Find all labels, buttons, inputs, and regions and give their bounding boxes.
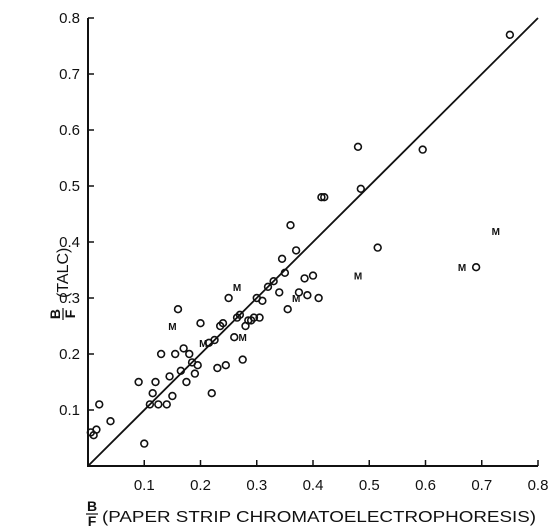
x-tick-label: 0.1	[134, 477, 155, 494]
data-point-circle	[134, 377, 143, 387]
data-point-circle	[162, 400, 171, 409]
x-tick-label: 0.2	[190, 477, 211, 494]
data-point-circle	[356, 184, 366, 194]
data-point-circle	[263, 282, 273, 291]
data-point-circle	[173, 305, 183, 314]
data-point-circle	[168, 391, 177, 401]
data-point-circle	[140, 439, 149, 448]
x-tick-label: 0.3	[246, 477, 267, 494]
y-tick-label: 0.3	[59, 290, 80, 307]
x-label-ratio-bottom: F	[88, 513, 97, 529]
data-point-circle	[353, 142, 363, 152]
data-point-m: M	[492, 227, 500, 238]
data-point-circle	[207, 389, 216, 398]
y-label-ratio-top: B	[47, 309, 63, 319]
data-point-m: M	[168, 322, 176, 333]
data-point-circle	[210, 335, 219, 345]
ticks	[88, 17, 539, 466]
data-point-circle	[317, 193, 326, 202]
data-point-circle	[170, 349, 180, 359]
data-point-circle	[238, 355, 247, 364]
data-point-circle	[283, 305, 292, 314]
data-point-circle	[505, 30, 515, 39]
x-tick-label: 0.7	[471, 477, 492, 494]
data-point-circle	[193, 361, 202, 370]
data-point-circle	[471, 263, 481, 272]
data-point-m: M	[199, 339, 207, 350]
data-point-circle	[92, 425, 101, 434]
data-point-circle	[179, 344, 188, 353]
y-tick-label: 0.2	[59, 346, 80, 363]
data-point-circle	[255, 313, 264, 322]
data-point-circle	[165, 372, 174, 381]
data-point-circle	[213, 363, 222, 373]
data-point-m: M	[458, 263, 466, 274]
data-point-circle	[418, 145, 427, 154]
y-label-text: (TALC)	[55, 248, 72, 298]
x-tick-label: 0.6	[415, 477, 436, 494]
data-point-circle	[230, 333, 239, 342]
data-point-circle	[182, 377, 191, 387]
data-point-circle	[151, 377, 160, 387]
data-point-circle	[286, 221, 295, 230]
data-points: M M M M M M M M	[86, 30, 515, 448]
y-tick-label: 0.1	[59, 402, 80, 419]
data-point-circle	[280, 268, 290, 277]
data-point-circle	[190, 369, 200, 378]
y-axis-label: B F (TALC)	[47, 248, 78, 320]
data-point-circle	[277, 254, 287, 263]
x-label-text: (PAPER STRIP CHROMATOELECTROPHORESIS)	[102, 509, 536, 526]
y-tick-label: 0.4	[59, 234, 80, 251]
x-tick-label: 0.8	[528, 477, 548, 494]
data-point-circle	[224, 293, 233, 303]
data-point-circle	[373, 243, 382, 252]
data-point-circle	[314, 293, 323, 303]
data-point-circle	[249, 313, 259, 322]
data-point-circle	[156, 349, 166, 359]
regression-line	[87, 17, 539, 467]
data-point-circle	[269, 277, 278, 286]
data-point-circle	[300, 274, 309, 283]
data-point-m: M	[292, 294, 300, 305]
data-point-circle	[95, 400, 104, 409]
data-point-circle	[106, 417, 115, 426]
data-point-m: M	[354, 272, 362, 283]
x-tick-label: 0.4	[303, 477, 324, 494]
data-point-circle	[275, 288, 284, 297]
data-point-circle	[235, 310, 245, 319]
data-point-circle	[308, 271, 318, 280]
data-point-circle	[176, 366, 186, 375]
y-tick-label: 0.5	[59, 178, 80, 195]
data-point-circle	[145, 400, 155, 409]
x-tick-label: 0.5	[359, 477, 380, 494]
y-tick-label: 0.8	[59, 10, 80, 27]
data-point-circle	[154, 400, 163, 409]
data-point-circle	[196, 319, 205, 328]
x-label-ratio-top: B	[87, 498, 97, 514]
data-point-circle	[221, 361, 231, 370]
y-tick-label: 0.7	[59, 66, 80, 83]
y-label-ratio-bottom: F	[62, 309, 78, 318]
tick-labels: 0.1 0.2 0.3 0.4 0.5 0.6 0.7 0.8 0.1 0.2 0.3 0.4 0.5 0…	[59, 10, 548, 494]
data-point-circle	[258, 296, 267, 305]
data-point-m: M	[233, 283, 241, 294]
data-point-circle	[294, 288, 304, 297]
data-point-circle	[303, 291, 312, 300]
y-tick-label: 0.6	[59, 122, 80, 139]
data-point-circle	[218, 319, 228, 328]
data-point-circle	[320, 193, 329, 202]
data-point-circle	[148, 389, 157, 398]
data-point-circle	[291, 246, 301, 255]
x-axis-label: B F (PAPER STRIP CHROMATOELECTROPHORESIS…	[86, 498, 536, 529]
data-point-m: M	[239, 333, 247, 344]
data-point-circle	[185, 349, 194, 359]
